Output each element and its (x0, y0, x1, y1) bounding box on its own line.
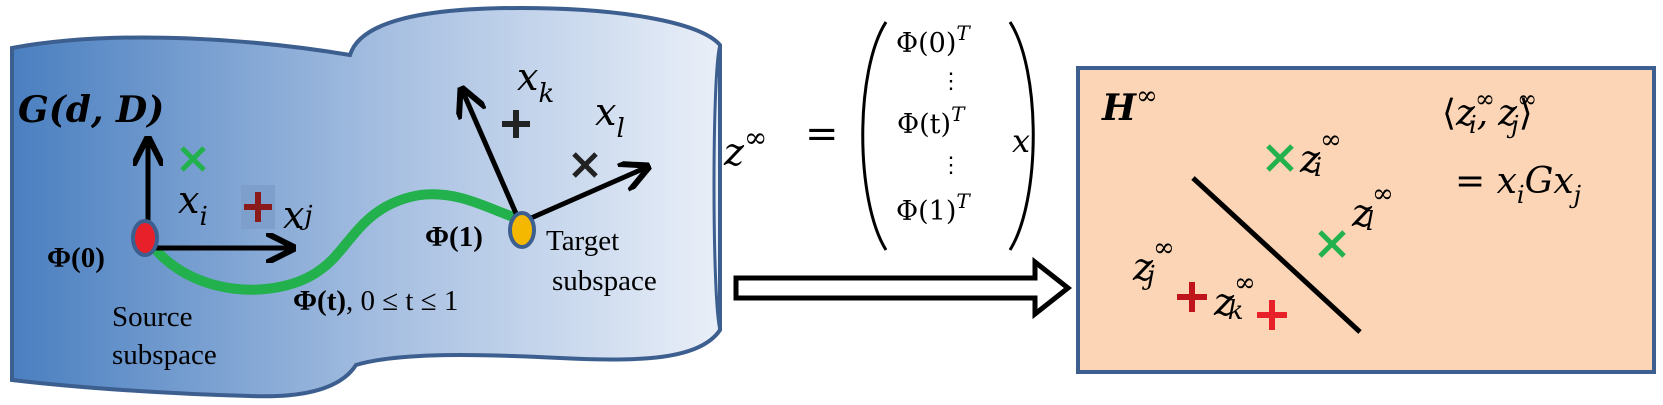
label-zi: z∞ i (1299, 125, 1342, 183)
manifold-edge (712, 44, 722, 331)
target-axes (463, 92, 645, 249)
source-axes (131, 142, 290, 257)
kernel-equation: = xiGxj (1455, 161, 1582, 209)
equation-rhs: x (1012, 122, 1030, 160)
source-label-line1: Source (112, 301, 193, 333)
matrix-vdots-1: ⋮ (940, 69, 962, 94)
source-label-line2: subspace (112, 339, 217, 371)
red-plus-zj (1177, 282, 1207, 312)
hilbert-panel (1076, 66, 1656, 374)
label-zl: z∞ l (1351, 179, 1394, 237)
source-dot (131, 219, 159, 257)
red-plus-zk (1257, 300, 1287, 330)
right-paren (1008, 21, 1035, 251)
target-label-line2: subspace (552, 265, 657, 297)
matrix-row3: Φ(1)T (896, 189, 971, 227)
label-xk: xk (517, 55, 554, 109)
label-zj: z∞ j (1132, 233, 1175, 291)
matrix-vdots-2: ⋮ (940, 153, 962, 178)
mapping-equation: z∞ = Φ(0)T ⋮ Φ(t)T ⋮ Φ(1)T x (723, 21, 1035, 251)
left-paren (861, 21, 888, 251)
dark-plus-xk (502, 110, 530, 138)
label-path: Φ(t), 0 ≤ t ≤ 1 (293, 285, 458, 317)
manifold-label: G(d, D) (18, 89, 164, 131)
mapping-arrow (733, 256, 1073, 320)
geodesic-path (143, 189, 527, 295)
label-phi0: Φ(0) (47, 242, 105, 274)
green-cross-zi (1266, 144, 1294, 172)
equation-lhs: z∞ (723, 121, 767, 174)
green-cross-xi (180, 146, 206, 172)
green-cross-zl (1318, 230, 1346, 258)
matrix-row2: Φ(t)T (897, 102, 966, 140)
label-xi: xi (178, 178, 208, 232)
red-plus-xj (244, 192, 272, 222)
target-axis-right (520, 168, 645, 225)
manifold-body (10, 5, 722, 399)
label-phi1: Φ(1) (425, 221, 483, 253)
hilbert-label: H∞ (1101, 81, 1158, 129)
dark-cross-xl (572, 152, 598, 178)
matrix-row1: Φ(0)T (896, 21, 971, 59)
label-zk: z∞ k (1213, 268, 1256, 326)
label-xj: xj (283, 193, 313, 237)
label-xl: xl (595, 90, 625, 144)
equation-equals: = (805, 111, 839, 157)
inner-product: ⟨z∞ i, z∞ j⟩ (1442, 85, 1537, 139)
target-axis-up (463, 92, 521, 220)
target-label-line1: Target (546, 225, 619, 257)
target-dot (508, 211, 536, 249)
manifold-surface (10, 5, 722, 399)
separating-hyperplane (1191, 176, 1362, 334)
